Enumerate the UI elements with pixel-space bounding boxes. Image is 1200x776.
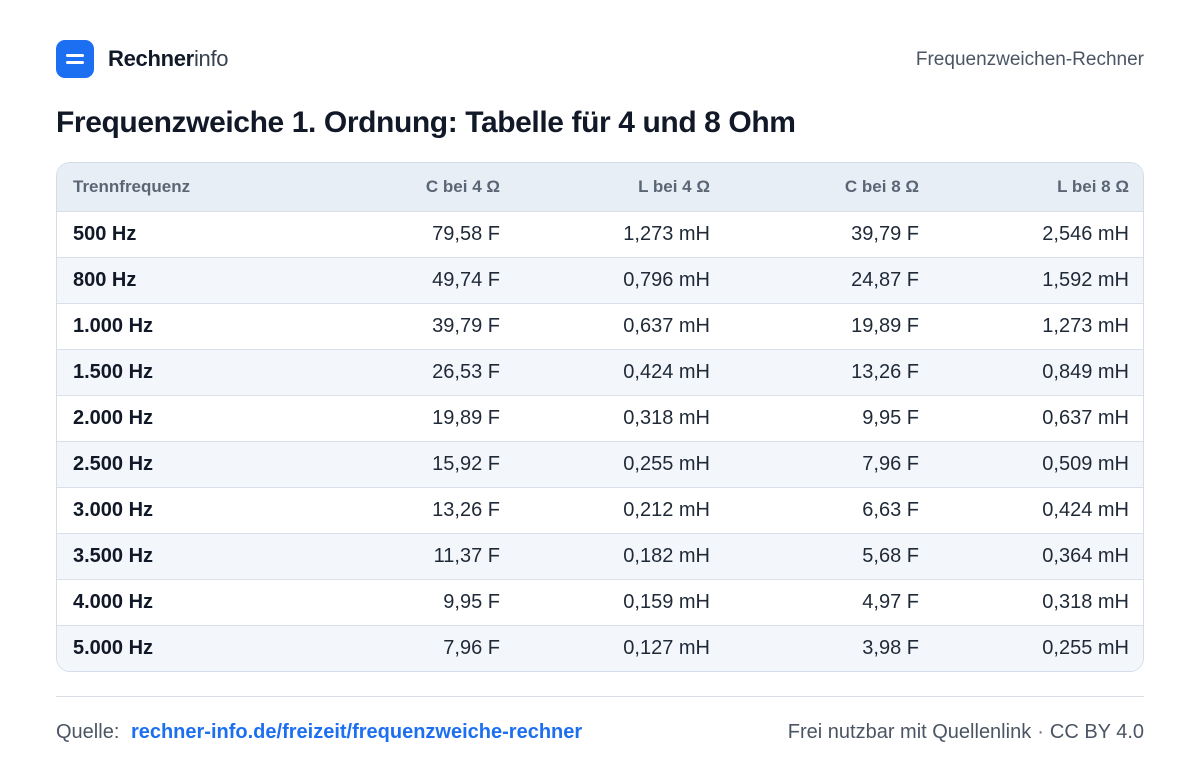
table-body: 500 Hz 79,58 F 1,273 mH 39,79 F 2,546 mH 800 … — [57, 211, 1143, 671]
menu-logo-icon — [56, 40, 94, 78]
value-cell: 79,58 F — [432, 222, 500, 245]
value-cell: 5,68 F — [862, 544, 919, 567]
license-info: Frei nutzbar mit Quellenlink · CC BY 4.0 — [788, 721, 1144, 744]
source-info: Quelle: rechner-info.de/freizeit/frequen… — [56, 721, 582, 744]
value-cell: 0,509 mH — [1042, 452, 1129, 475]
source-label: Quelle: — [56, 721, 120, 743]
table-row: 3.000 Hz 13,26 F 0,212 mH 6,63 F 0,424 mH — [57, 487, 1143, 533]
value-cell: 7,96 F — [862, 452, 919, 475]
license-name: CC BY 4.0 — [1049, 721, 1144, 743]
page-header: Rechnerinfo Frequenzweichen-Rechner — [56, 40, 1144, 78]
footer-divider — [56, 696, 1144, 697]
value-cell: 19,89 F — [851, 314, 919, 337]
table-row: 2.000 Hz 19,89 F 0,318 mH 9,95 F 0,637 mH — [57, 395, 1143, 441]
table-row: 2.500 Hz 15,92 F 0,255 mH 7,96 F 0,509 mH — [57, 441, 1143, 487]
value-cell: 0,424 mH — [1042, 498, 1129, 521]
frequency-cell: 3.500 Hz — [73, 544, 154, 567]
value-cell: 0,255 mH — [623, 452, 710, 475]
value-cell: 0,318 mH — [623, 406, 710, 429]
value-cell: 9,95 F — [862, 406, 919, 429]
frequency-cell: 2.000 Hz — [73, 406, 154, 429]
column-header: Trennfrequenz — [73, 176, 191, 196]
value-cell: 2,546 mH — [1042, 222, 1129, 245]
page-title: Frequenzweiche 1. Ordnung: Tabelle für 4… — [56, 106, 796, 139]
value-cell: 0,212 mH — [623, 498, 710, 521]
value-cell: 0,637 mH — [1042, 406, 1129, 429]
frequency-cell: 500 Hz — [73, 222, 137, 245]
table-row: 500 Hz 79,58 F 1,273 mH 39,79 F 2,546 mH — [57, 211, 1143, 257]
frequency-cell: 800 Hz — [73, 268, 137, 291]
brand-name-light: info — [193, 46, 229, 71]
frequency-cell: 4.000 Hz — [73, 590, 154, 613]
value-cell: 3,98 F — [862, 636, 919, 659]
license-text: Frei nutzbar mit Quellenlink — [787, 721, 1032, 743]
value-cell: 19,89 F — [432, 406, 500, 429]
value-cell: 0,318 mH — [1042, 590, 1129, 613]
value-cell: 13,26 F — [432, 498, 500, 521]
value-cell: 1,273 mH — [1042, 314, 1129, 337]
value-cell: 9,95 F — [443, 590, 500, 613]
brand-name: Rechnerinfo — [108, 46, 229, 72]
value-cell: 0,255 mH — [1042, 636, 1129, 659]
frequency-cell: 1.000 Hz — [73, 314, 154, 337]
frequency-cell: 5.000 Hz — [73, 636, 154, 659]
value-cell: 4,97 F — [862, 590, 919, 613]
column-header: C bei 8 Ω — [844, 176, 919, 196]
column-header: C bei 4 Ω — [425, 176, 500, 196]
frequency-cell: 2.500 Hz — [73, 452, 154, 475]
page-footer: Quelle: rechner-info.de/freizeit/frequen… — [56, 721, 1144, 749]
table-row: 800 Hz 49,74 F 0,796 mH 24,87 F 1,592 mH — [57, 257, 1143, 303]
value-cell: 13,26 F — [851, 360, 919, 383]
value-cell: 0,127 mH — [623, 636, 710, 659]
value-cell: 49,74 F — [432, 268, 500, 291]
value-cell: 6,63 F — [862, 498, 919, 521]
table-row: 1.000 Hz 39,79 F 0,637 mH 19,89 F 1,273 mH — [57, 303, 1143, 349]
value-cell: 0,637 mH — [623, 314, 710, 337]
frequency-cell: 1.500 Hz — [73, 360, 154, 383]
value-table: Trennfrequenz C bei 4 Ω L bei 4 Ω C bei … — [56, 162, 1144, 672]
column-header: L bei 4 Ω — [638, 176, 710, 196]
brand[interactable]: Rechnerinfo — [56, 40, 229, 78]
table-row: 5.000 Hz 7,96 F 0,127 mH 3,98 F 0,255 mH — [57, 625, 1143, 671]
header-calculator-name: Frequenzweichen-Rechner — [915, 49, 1144, 70]
value-cell: 0,849 mH — [1042, 360, 1129, 383]
value-cell: 0,159 mH — [623, 590, 710, 613]
value-cell: 0,364 mH — [1042, 544, 1129, 567]
table-row: 3.500 Hz 11,37 F 0,182 mH 5,68 F 0,364 mH — [57, 533, 1143, 579]
value-cell: 0,796 mH — [623, 268, 710, 291]
value-cell: 0,424 mH — [623, 360, 710, 383]
table-row: 1.500 Hz 26,53 F 0,424 mH 13,26 F 0,849 mH — [57, 349, 1143, 395]
value-cell: 24,87 F — [851, 268, 919, 291]
value-cell: 0,182 mH — [623, 544, 710, 567]
brand-name-strong: Rechner — [108, 46, 194, 71]
value-cell: 7,96 F — [443, 636, 500, 659]
source-link[interactable]: rechner-info.de/freizeit/frequenzweiche-… — [130, 721, 583, 743]
value-cell: 1,592 mH — [1042, 268, 1129, 291]
table-row: 4.000 Hz 9,95 F 0,159 mH 4,97 F 0,318 mH — [57, 579, 1143, 625]
value-cell: 1,273 mH — [623, 222, 710, 245]
value-cell: 15,92 F — [432, 452, 500, 475]
column-header: L bei 8 Ω — [1057, 176, 1129, 196]
value-cell: 26,53 F — [432, 360, 500, 383]
license-separator: · — [1037, 721, 1044, 743]
table-header-row: Trennfrequenz C bei 4 Ω L bei 4 Ω C bei … — [57, 163, 1143, 211]
frequency-cell: 3.000 Hz — [73, 498, 154, 521]
value-cell: 11,37 F — [433, 544, 500, 567]
value-cell: 39,79 F — [432, 314, 500, 337]
value-cell: 39,79 F — [851, 222, 919, 245]
